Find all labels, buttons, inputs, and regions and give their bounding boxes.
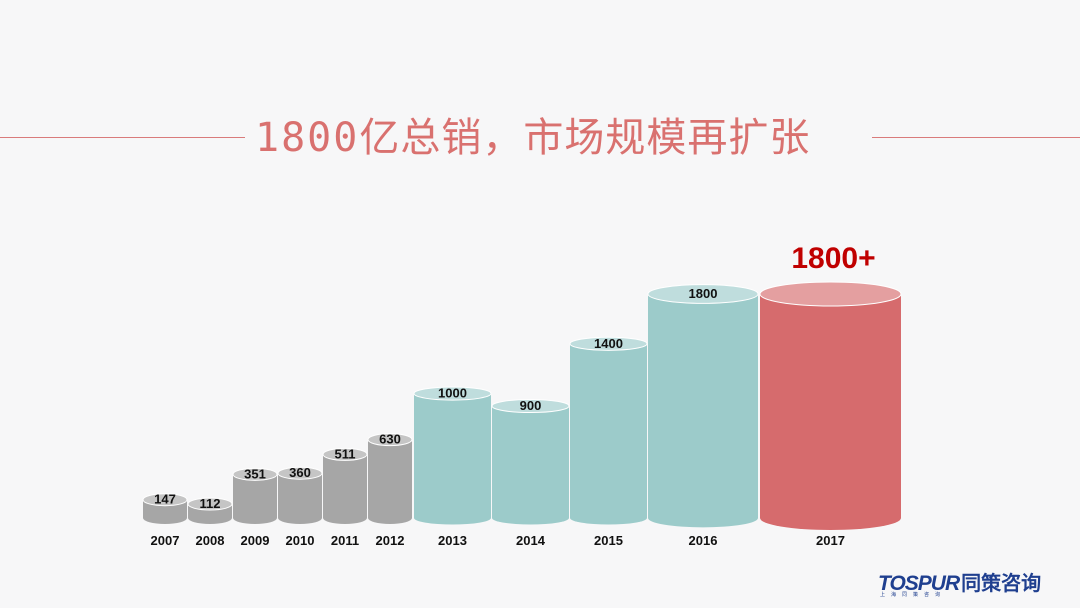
value-label-2014: 900 — [520, 398, 542, 413]
tospur-logo: TOSPUR 同策咨询 上海同策咨询 — [878, 567, 1058, 601]
bar-body-2015 — [570, 343, 647, 525]
bar-top-2015 — [569, 336, 648, 351]
bar-top-2007 — [142, 493, 188, 507]
year-label-2012: 2012 — [376, 533, 405, 548]
year-label-2007: 2007 — [151, 533, 180, 548]
logo-cn: 同策咨询 — [961, 571, 1042, 595]
bar-body-2012 — [368, 439, 412, 524]
bar-body-2010 — [278, 473, 322, 524]
year-label-2010: 2010 — [286, 533, 315, 548]
year-label-2014: 2014 — [516, 533, 546, 548]
bar-2017 — [759, 281, 902, 530]
title-row: 1800亿总销，市场规模再扩张 — [0, 108, 1080, 168]
bar-body-2013 — [414, 393, 491, 525]
value-label-2011: 511 — [335, 446, 356, 461]
bar-2015 — [569, 336, 648, 525]
bar-2012 — [367, 433, 413, 524]
bar-2010 — [277, 466, 323, 524]
value-label-2015: 1400 — [594, 336, 623, 351]
highlight-label-2017: 1800+ — [791, 242, 875, 275]
value-label-2008: 112 — [200, 496, 221, 511]
bar-2007 — [142, 493, 188, 524]
title-divider-right — [872, 137, 1080, 138]
title-number: 1800 — [255, 115, 360, 161]
value-label-2010: 360 — [289, 465, 311, 480]
page-title: 1800亿总销，市场规模再扩张 — [255, 112, 865, 164]
value-label-2013: 1000 — [438, 386, 467, 401]
bar-top-2012 — [367, 433, 413, 447]
year-label-2009: 2009 — [241, 533, 270, 548]
title-divider-left — [0, 137, 245, 138]
year-label-2017: 2017 — [816, 533, 845, 548]
bar-top-2016 — [647, 284, 759, 304]
bar-2016 — [647, 284, 759, 528]
bar-top-2013 — [413, 386, 492, 401]
value-label-2009: 351 — [244, 466, 266, 481]
bar-2014 — [491, 398, 570, 525]
bar-2013 — [413, 386, 492, 525]
bar-top-2009 — [232, 467, 278, 481]
bar-top-2017 — [759, 281, 902, 307]
year-label-2011: 2011 — [331, 533, 359, 548]
year-label-2015: 2015 — [594, 533, 623, 548]
bar-body-2007 — [143, 499, 187, 524]
bar-body-2016 — [648, 294, 758, 528]
value-label-2007: 147 — [154, 492, 176, 507]
value-label-2016: 1800 — [689, 286, 718, 301]
bar-top-2008 — [187, 497, 233, 511]
bar-top-2014 — [491, 398, 570, 414]
bar-body-2014 — [492, 406, 569, 525]
bar-2011 — [322, 447, 368, 524]
bar-body-2009 — [233, 474, 277, 524]
value-label-2012: 630 — [379, 432, 401, 447]
bar-body-2017 — [760, 294, 901, 530]
year-label-2008: 2008 — [196, 533, 225, 548]
bar-top-2010 — [277, 466, 323, 480]
year-label-2016: 2016 — [689, 533, 718, 548]
logo-subtext: 上海同策咨询 — [880, 592, 947, 598]
logo-brand: TOSPUR — [878, 572, 960, 595]
title-text: 亿总销，市场规模再扩张 — [359, 115, 811, 161]
bar-body-2011 — [323, 454, 367, 524]
bar-2009 — [232, 467, 278, 524]
year-label-2013: 2013 — [438, 533, 467, 548]
bar-2008 — [187, 497, 233, 524]
bar-top-2011 — [322, 447, 368, 461]
